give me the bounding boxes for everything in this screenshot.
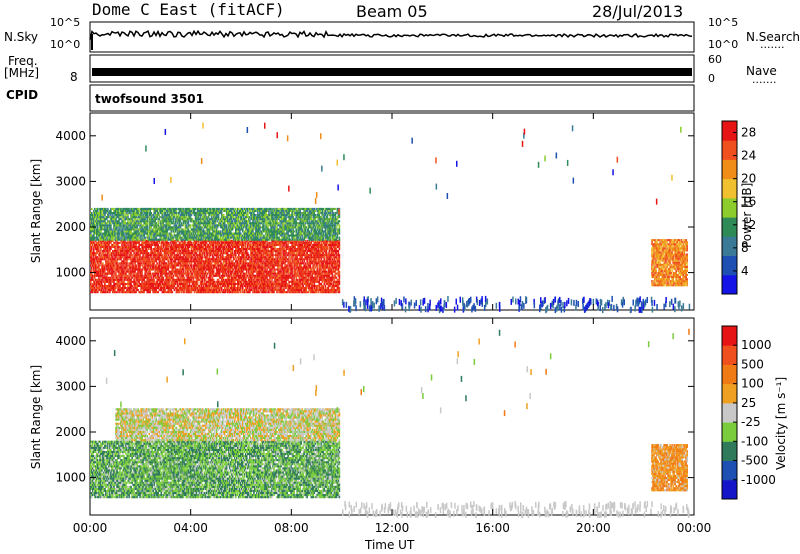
nsky-label: N.Sky [4, 30, 39, 44]
velocity-colorbar-segment [722, 326, 737, 346]
power-ylabel: Slant Range [km] [29, 158, 44, 264]
freq-trace [92, 68, 692, 76]
freq-label: Freq. [8, 54, 38, 68]
xtick-label: 16:00 [475, 521, 510, 535]
freq-strip-frame [89, 54, 695, 83]
velocity-colorbar-segment [722, 345, 737, 365]
sky-top-tick: 10^5 [50, 16, 81, 29]
velocity-ylabel: Slant Range [km] [29, 364, 44, 470]
nave-bottom-tick: 0 [708, 72, 715, 85]
xtick-label: 20:00 [576, 521, 611, 535]
velocity-colorbar-tick-label: 1000 [741, 338, 772, 352]
xtick-label: 08:00 [274, 521, 309, 535]
velocity-ytick-label: 2000 [55, 425, 86, 439]
nsky-trace [89, 29, 693, 41]
cpid-strip-frame [89, 84, 695, 112]
xtick-label: 00:00 [677, 521, 712, 535]
sky-bottom-tick: 10^0 [50, 38, 81, 51]
nave-label: Nave [746, 64, 777, 78]
power-colorbar-tick-label: 16 [741, 195, 756, 209]
velocity-ytick-label: 4000 [55, 334, 86, 348]
velocity-colorbar-segment [722, 364, 737, 385]
power-ytick-label: 3000 [55, 174, 86, 188]
power-colorbar-segment [722, 159, 737, 180]
power-colorbar-tick-label: 4 [741, 264, 749, 278]
velocity-region-2 [651, 444, 688, 492]
velocity-colorbar-segment [722, 460, 737, 481]
velocity-region-1 [115, 408, 341, 442]
xtick-label: 00:00 [73, 521, 108, 535]
power-colorbar-tick-label: 12 [741, 218, 756, 232]
freq-unit-label: [MHz] [4, 66, 40, 80]
date-label: 28/Jul/2013 [592, 2, 684, 21]
power-scatter [101, 122, 691, 314]
xtick-label: 12:00 [375, 521, 410, 535]
search-bottom-tick: 10^0 [708, 38, 739, 51]
power-colorbar-tick-label: 8 [741, 241, 749, 255]
velocity-colorbar-segment [722, 441, 737, 461]
power-region-2 [651, 239, 688, 287]
beam-label: Beam 05 [356, 2, 428, 21]
velocity-colorbar-frame [721, 325, 738, 500]
velocity-colorbar-segment [722, 402, 737, 423]
power-colorbar-frame [721, 120, 738, 295]
power-colorbar-segment [722, 274, 737, 295]
power-colorbar-tick-label: 20 [741, 172, 756, 186]
power-ytick-label: 4000 [55, 129, 86, 143]
velocity-colorbar-tick-label: -25 [741, 415, 761, 429]
velocity-ytick-label: 1000 [55, 471, 86, 485]
power-colorbar-segment [722, 140, 737, 160]
velocity-colorbar-tick-label: -1000 [741, 473, 776, 487]
power-colorbar-label: Power [dB] [740, 182, 754, 248]
velocity-colorbar-segment [722, 383, 737, 404]
power-colorbar-segment [722, 255, 737, 276]
power-colorbar-tick-label: 24 [741, 149, 756, 163]
power-colorbar-tick-label: 28 [741, 126, 756, 140]
power-colorbar-segment [722, 121, 737, 141]
velocity-colorbar-tick-label: -500 [741, 454, 768, 468]
power-colorbar-segment [722, 236, 737, 256]
nave-top-tick: 60 [708, 53, 722, 66]
power-colorbar-segment [722, 197, 737, 218]
velocity-colorbar-tick-label: 100 [741, 377, 764, 391]
power-colorbar-segment [722, 178, 737, 199]
power-colorbar-segment [722, 217, 737, 237]
velocity-ytick-label: 3000 [55, 379, 86, 393]
velocity-region-0 [90, 440, 341, 499]
power-ytick-label: 2000 [55, 220, 86, 234]
velocity-colorbar-tick-label: 500 [741, 357, 764, 371]
velocity-colorbar-label: Velocity [m s⁻¹] [774, 376, 788, 470]
x-axis-title: Time UT [365, 538, 415, 552]
velocity-colorbar-segment [722, 422, 737, 442]
power-ytick-label: 1000 [55, 266, 86, 280]
station-title: Dome C East (fitACF) [92, 0, 285, 19]
freq-low-tick: 8 [70, 70, 78, 84]
velocity-colorbar-tick-label: 25 [741, 396, 756, 410]
nsearch-label: N.Search [746, 30, 800, 44]
power-region-1 [90, 207, 341, 241]
velocity-scatter [105, 328, 690, 519]
xtick-label: 04:00 [173, 521, 208, 535]
velocity-colorbar-tick-label: -100 [741, 434, 768, 448]
power-region-0 [90, 239, 341, 294]
search-top-tick: 10^5 [708, 16, 739, 29]
cpid-value: twofsound 3501 [95, 92, 204, 106]
velocity-colorbar-segment [722, 479, 737, 500]
nave-dots: ....... [752, 73, 777, 86]
cpid-label: CPID [6, 88, 39, 102]
nsearch-dots: ....... [760, 38, 785, 51]
